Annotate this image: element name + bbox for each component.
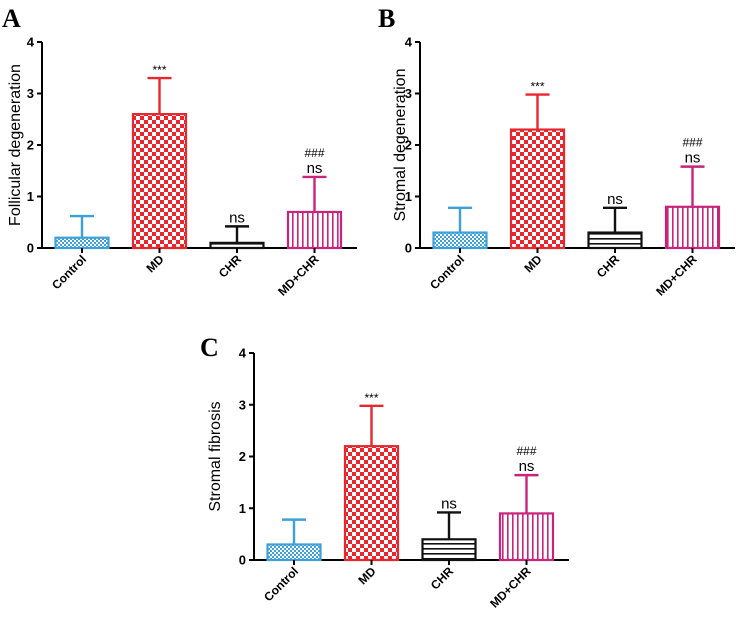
x-tick-label-control: Control [427, 252, 467, 292]
x-tick-label-control: Control [49, 252, 89, 292]
y-tick-label: 0 [239, 553, 246, 568]
y-tick-label: 2 [27, 138, 34, 153]
significance-marker: ### [682, 136, 702, 150]
y-tick-label: 3 [239, 397, 246, 412]
x-tick-label-md: MD [522, 252, 545, 275]
x-tick-label-chr: CHR [594, 252, 623, 281]
y-tick-label: 3 [27, 86, 34, 101]
y-tick-label: 0 [405, 241, 412, 256]
y-tick-label: 3 [405, 86, 412, 101]
bar-control [432, 231, 488, 250]
y-tick-label: 4 [239, 346, 247, 361]
bar-md [509, 128, 566, 250]
panel-letter: B [378, 4, 395, 33]
y-tick-label: 0 [27, 241, 34, 256]
bar-md-chr [286, 210, 343, 250]
y-axis-title: Follicular degeneration [7, 64, 24, 226]
significance-ns: ns [441, 495, 457, 512]
panel-b: B Stromal degeneration 0 1 2 3 4 Control MD ***… [378, 4, 735, 299]
significance-marker: *** [152, 63, 166, 77]
bar-md [131, 112, 188, 250]
bar-control [266, 543, 322, 562]
panel-a: A Follicular degeneration 0 1 2 3 4 Control MD… [2, 4, 357, 299]
significance-ns: ns [685, 150, 701, 167]
significance-ns: ns [229, 209, 245, 226]
significance-marker: ### [516, 444, 536, 458]
panel-c: C Stromal fibrosis 0 1 2 3 4 Control MD *** CHR n… [200, 333, 569, 611]
x-tick-label-md-chr: MD+CHR [653, 252, 700, 299]
significance-ns: ns [307, 160, 323, 177]
y-tick-label: 2 [405, 138, 412, 153]
y-tick-label: 1 [27, 189, 34, 204]
significance-marker: *** [364, 391, 378, 405]
panel-letter: A [2, 4, 21, 33]
y-axis-title: Stromal degeneration [392, 69, 409, 222]
bar-md-chr [664, 205, 721, 250]
bar-chr [209, 241, 265, 250]
y-tick-label: 1 [239, 501, 246, 516]
y-tick-label: 1 [405, 189, 412, 204]
y-tick-label: 4 [27, 35, 35, 50]
y-axis-title: Stromal fibrosis [207, 401, 224, 511]
bar-md [343, 445, 400, 562]
x-tick-label-md-chr: MD+CHR [275, 252, 322, 299]
bar-chr [421, 538, 477, 562]
x-tick-label-chr: CHR [216, 252, 245, 281]
bar-control [54, 236, 110, 250]
x-tick-label-md: MD [356, 564, 379, 587]
x-tick-label-chr: CHR [428, 564, 457, 593]
significance-marker: *** [530, 80, 544, 94]
significance-marker: ### [304, 146, 324, 160]
bar-md-chr [498, 512, 555, 562]
y-tick-label: 2 [239, 449, 246, 464]
bar-chr [587, 231, 643, 250]
significance-ns: ns [607, 191, 623, 208]
x-tick-label-md: MD [144, 252, 167, 275]
y-tick-label: 4 [405, 35, 413, 50]
x-tick-label-control: Control [261, 564, 301, 604]
x-tick-label-md-chr: MD+CHR [487, 564, 534, 611]
panel-letter: C [200, 333, 219, 362]
significance-ns: ns [519, 458, 535, 475]
